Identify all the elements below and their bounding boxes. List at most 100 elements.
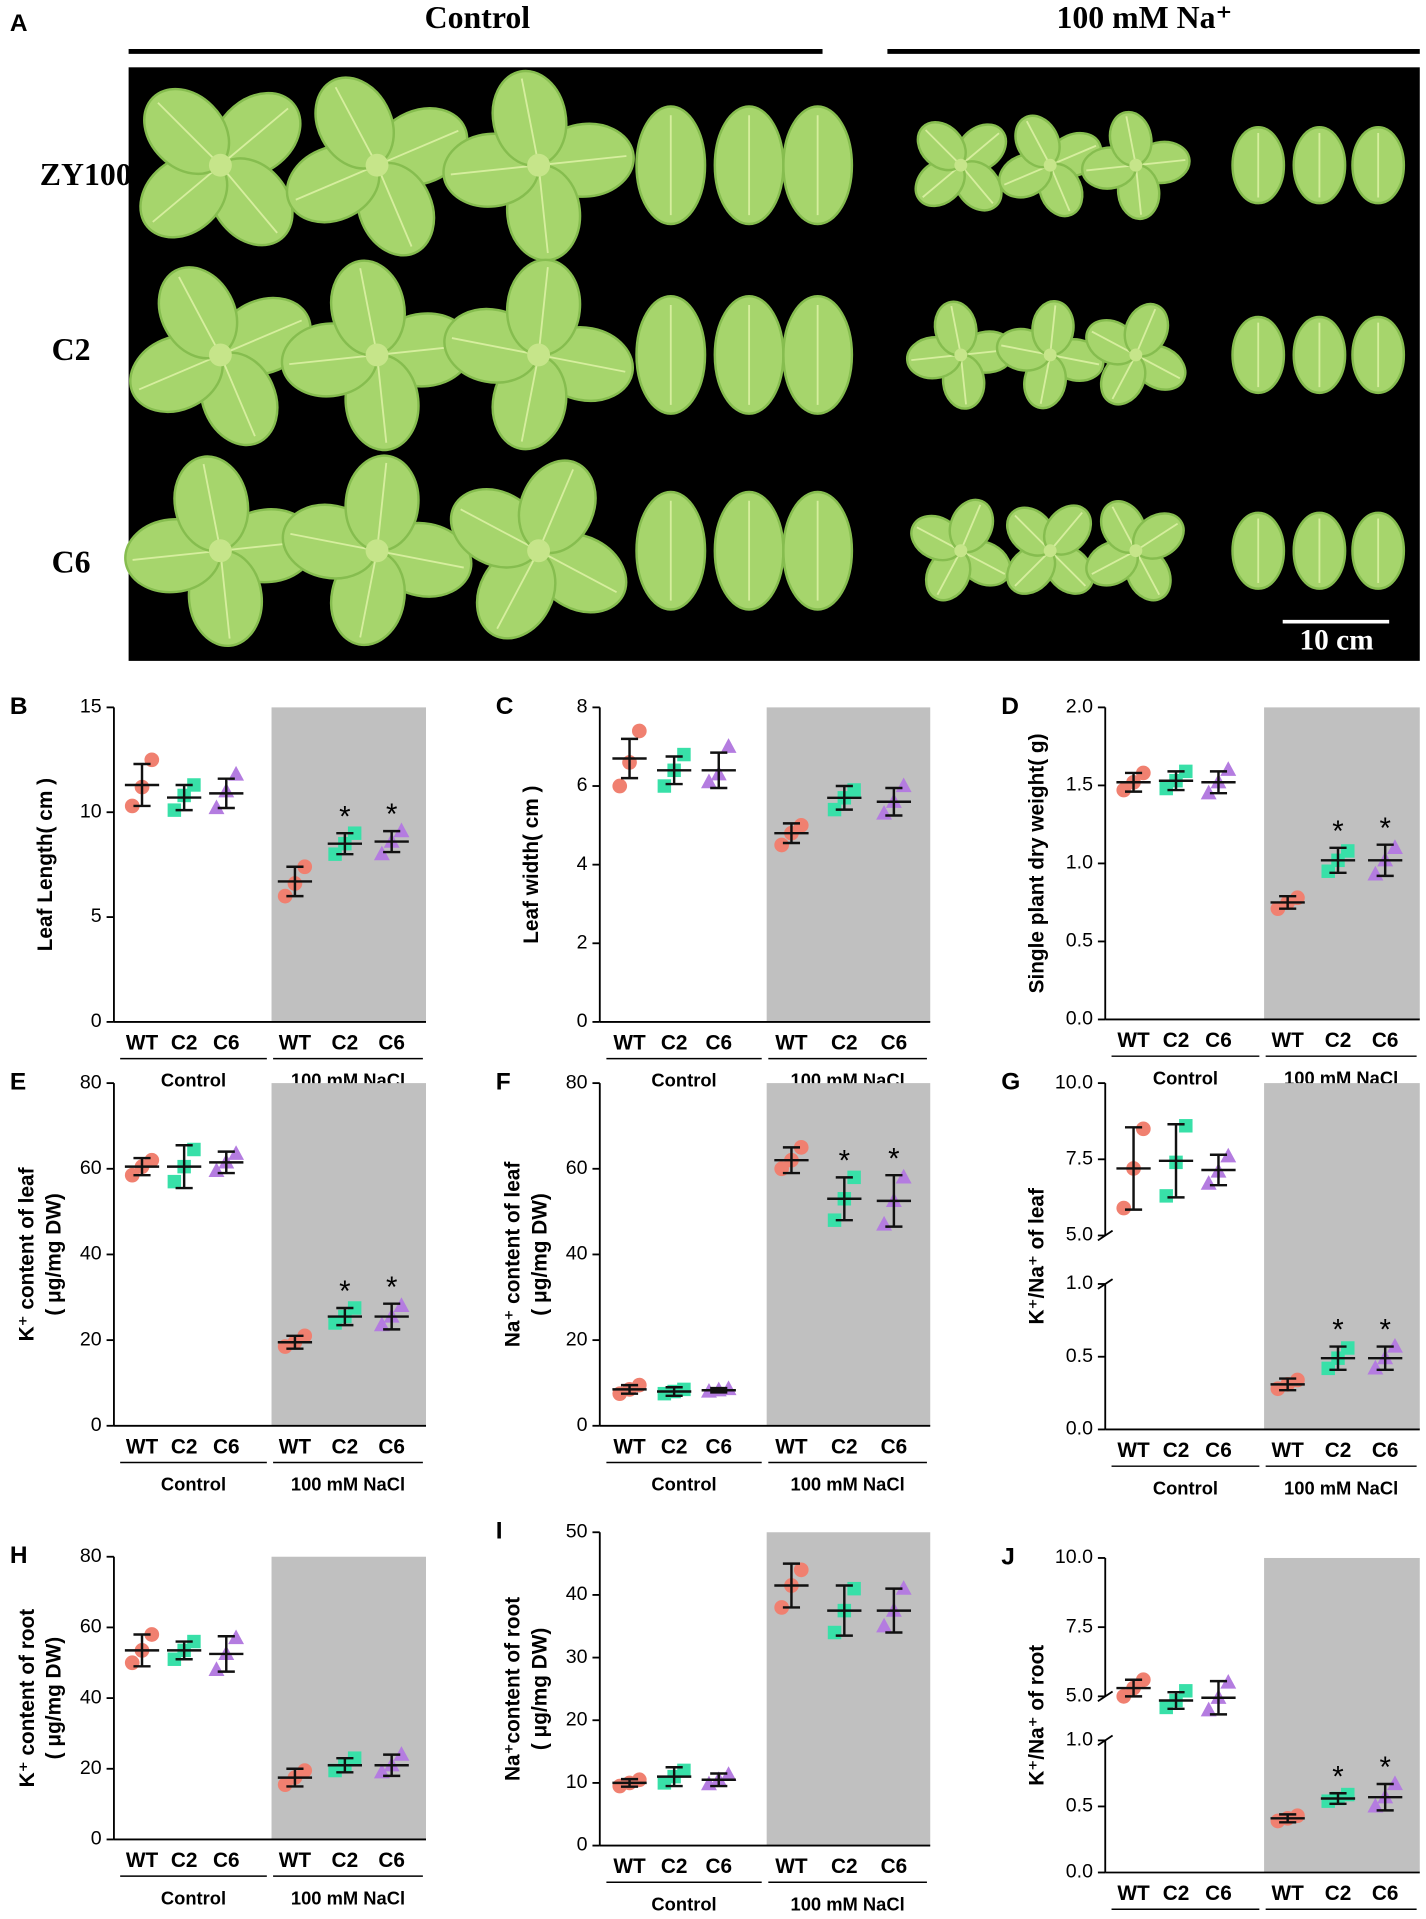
y-tick-label: 1.0 (1066, 1729, 1093, 1751)
x-tick-label: C6 (1205, 1029, 1232, 1052)
data-point (827, 1213, 842, 1227)
data-point (612, 778, 628, 794)
leaf-vein (132, 550, 214, 561)
data-point (631, 723, 647, 739)
data-point (124, 1655, 140, 1671)
data-point (774, 1600, 790, 1615)
leaf-vein (1091, 551, 1133, 575)
group-label: Control (161, 1474, 226, 1495)
leaf-vein (1053, 354, 1100, 366)
leaf-vein (1111, 358, 1135, 400)
y-tick-label: 5 (91, 905, 102, 927)
data-point (1136, 1672, 1151, 1688)
x-tick-label: WT (1272, 1029, 1305, 1052)
data-point (1220, 1147, 1237, 1163)
data-point (827, 802, 842, 817)
scale-bar-label: 10 cm (1299, 624, 1373, 656)
data-point (876, 1617, 893, 1633)
x-tick-label: C2 (831, 1031, 858, 1054)
x-tick-label: WT (126, 1849, 159, 1872)
rosette-center (1043, 158, 1057, 172)
y-tick-label: 40 (80, 1686, 102, 1708)
data-point (1179, 1684, 1193, 1698)
leaf-vein (451, 337, 532, 355)
group-label: 100 mM NaCl (1284, 1067, 1398, 1088)
y-tick-label: 20 (80, 1328, 102, 1350)
panel-letter: I (496, 1518, 503, 1545)
treatment-shade (766, 707, 931, 1022)
leaf-vein (1049, 305, 1057, 351)
y-tick-label: 30 (566, 1646, 588, 1668)
y-axis-label: K⁺/Na⁺ of root (1025, 1645, 1048, 1786)
x-tick-label: C6 (378, 1849, 405, 1872)
rosette-center (365, 153, 389, 177)
y-axis-label: Na⁺ content of leaf (502, 1162, 525, 1348)
data-point (677, 1382, 691, 1397)
treatment-shade (1264, 1083, 1420, 1430)
data-point (228, 765, 245, 781)
x-tick-label: C2 (1325, 1882, 1352, 1905)
data-point (187, 778, 201, 792)
leaf-vein (1052, 552, 1087, 587)
axis-break (1097, 1229, 1114, 1242)
y-axis-unit: ( μg/mg DW) (529, 1628, 552, 1750)
y-tick-label: 80 (566, 1071, 588, 1093)
data-point (144, 1627, 160, 1642)
x-tick-label: C6 (378, 1435, 405, 1458)
data-point (895, 1580, 912, 1595)
y-tick-label: 0.0 (1066, 1861, 1093, 1883)
data-point (347, 826, 362, 840)
y-tick-label: 10.0 (1055, 1546, 1093, 1568)
group-label: Control (651, 1893, 716, 1914)
data-point (373, 845, 390, 861)
group-label: Control (1153, 1067, 1218, 1088)
line-label: C6 (52, 545, 91, 580)
group-label: 100 mM NaCl (1284, 1477, 1398, 1498)
rosette-center (527, 343, 551, 367)
rosette-center (208, 539, 232, 563)
plant-photo (124, 69, 1406, 648)
data-point (1136, 765, 1151, 781)
data-point (1387, 839, 1403, 854)
x-tick-label: C6 (213, 1435, 240, 1458)
leaf-vein (924, 129, 959, 164)
panel-letter: G (1001, 1069, 1020, 1096)
leaf-vein (1053, 144, 1097, 165)
y-axis-label: K⁺ content of root (16, 1609, 39, 1788)
treatment-shade (766, 1083, 931, 1426)
x-tick-label: C2 (171, 1435, 198, 1458)
leaf-vein (224, 170, 278, 234)
data-point (1387, 1337, 1403, 1353)
data-point (1116, 1200, 1132, 1216)
group-label: Control (651, 1474, 716, 1495)
rosette-center (208, 153, 232, 177)
leaf-vein (1014, 514, 1048, 549)
data-point (1321, 864, 1335, 878)
data-point (144, 1152, 160, 1168)
significance-label: * (1332, 1314, 1343, 1347)
leaf-vein (950, 305, 961, 352)
leaf-vein (962, 167, 994, 204)
y-tick-label: 6 (577, 774, 588, 796)
leaf-vein (1025, 120, 1050, 163)
x-tick-label: WT (279, 1031, 312, 1054)
group-label: 100 mM NaCl (791, 1893, 905, 1914)
leaf-vein (383, 551, 464, 569)
data-point (228, 1629, 245, 1645)
line-label: ZY100 (40, 157, 132, 192)
x-tick-label: C6 (705, 1031, 732, 1054)
leaf-vein (138, 356, 215, 391)
y-tick-label: 50 (566, 1520, 588, 1542)
panel-letter: F (496, 1069, 511, 1096)
y-tick-label: 1.0 (1066, 1272, 1093, 1294)
leaf-vein (460, 508, 533, 549)
data-point (393, 1297, 410, 1312)
leaf-vein (916, 526, 958, 550)
significance-label: * (386, 798, 397, 831)
x-tick-label: C2 (1163, 1029, 1190, 1052)
panel-letter: H (10, 1542, 28, 1569)
leaf-vein (222, 361, 256, 437)
x-tick-label: C6 (378, 1031, 405, 1054)
leaf-vein (1091, 330, 1133, 354)
